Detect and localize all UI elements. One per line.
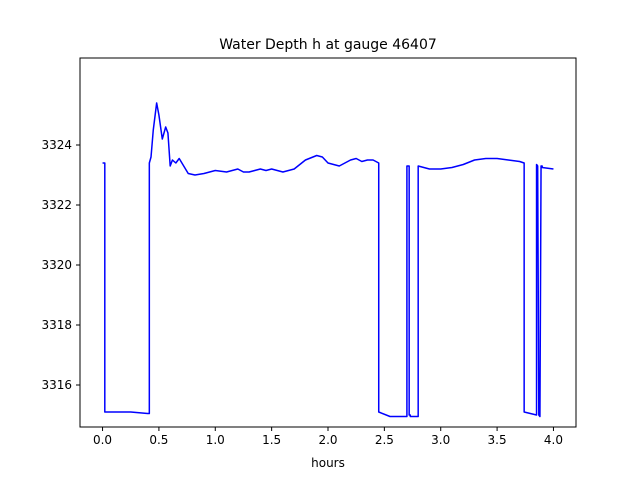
series-line-0 bbox=[102, 102, 554, 418]
plot-area: 0.0 0.5 1.0 1.5 2.0 2.5 3.0 3.5 4.0 3316 3318 3320 3… bbox=[41, 57, 577, 447]
x-tick-label: 1.0 bbox=[206, 433, 225, 447]
chart-title: Water Depth h at gauge 46407 bbox=[219, 37, 437, 53]
x-tick-label: 2.5 bbox=[375, 433, 394, 447]
y-tick-label: 3320 bbox=[41, 258, 72, 272]
y-tick-label: 3324 bbox=[41, 138, 72, 152]
x-tick-label: 4.0 bbox=[544, 433, 563, 447]
x-tick-label: 2.0 bbox=[318, 433, 337, 447]
y-tick-label: 3316 bbox=[41, 378, 72, 392]
x-tick-label: 3.0 bbox=[431, 433, 450, 447]
x-tick-label: 0.0 bbox=[93, 433, 112, 447]
x-tick-label: 1.5 bbox=[262, 433, 281, 447]
y-tick-label: 3318 bbox=[41, 318, 72, 332]
y-tick-label: 3322 bbox=[41, 198, 72, 212]
x-tick-label: 0.5 bbox=[149, 433, 168, 447]
x-tick-label: 3.5 bbox=[488, 433, 507, 447]
x-axis-label: hours bbox=[311, 456, 345, 470]
